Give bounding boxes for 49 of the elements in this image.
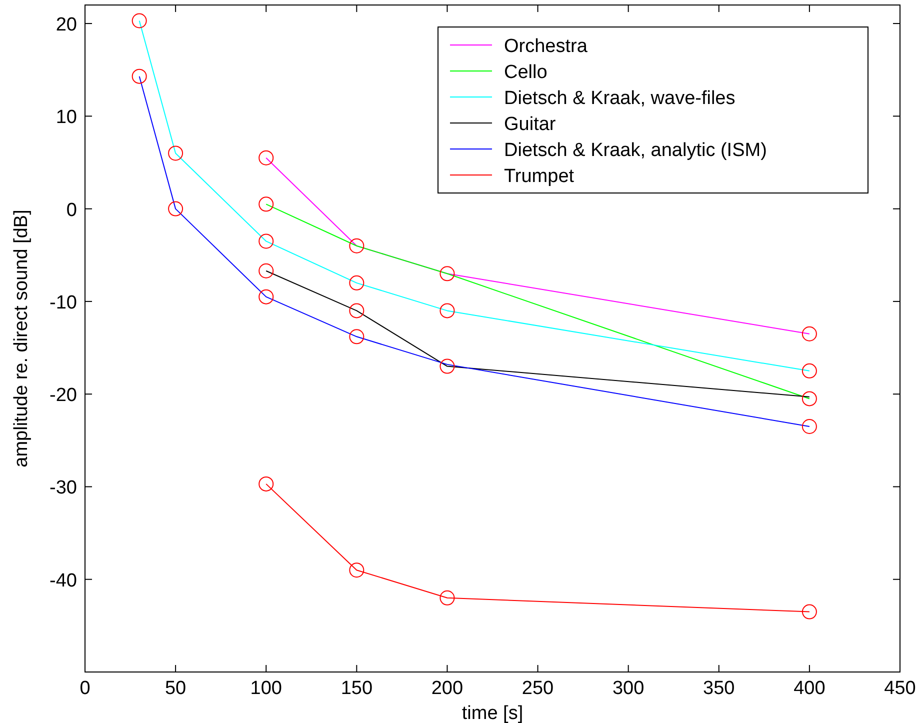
x-tick-label: 200	[431, 678, 464, 699]
y-tick-label: -20	[50, 385, 77, 406]
point	[168, 146, 184, 161]
x-tick-label: 450	[884, 678, 916, 699]
legend-label: Dietsch & Kraak, analytic (ISM)	[504, 140, 767, 161]
point	[168, 201, 184, 216]
point	[440, 303, 455, 318]
point	[440, 358, 455, 374]
legend-label: Dietsch & Kraak, wave-files	[504, 88, 736, 109]
x-tick-label: 300	[612, 678, 644, 699]
point	[440, 266, 455, 282]
y-axis-title: amplitude re. direct sound [dB]	[11, 210, 32, 468]
point	[349, 303, 364, 318]
y-tick-label: 10	[56, 107, 77, 128]
y-tick-label: 20	[56, 14, 77, 36]
point	[802, 604, 817, 620]
x-tick-label: 100	[250, 678, 282, 699]
legend-label: Guitar	[504, 114, 556, 135]
point	[258, 476, 274, 492]
point	[349, 238, 364, 254]
point	[258, 150, 274, 166]
point	[802, 419, 817, 434]
legend-label: Orchestra	[504, 36, 588, 57]
point	[802, 363, 817, 378]
point	[258, 289, 274, 304]
x-axis-title: time [s]	[462, 703, 524, 723]
point	[258, 234, 274, 249]
point	[258, 196, 274, 212]
y-tick-label: -40	[50, 570, 77, 592]
point	[132, 13, 147, 28]
point	[440, 590, 455, 606]
point	[349, 329, 364, 344]
legend-label: Cello	[504, 62, 548, 83]
point	[802, 326, 817, 342]
point	[349, 562, 364, 578]
point	[258, 263, 274, 278]
x-tick-label: 350	[703, 678, 735, 699]
y-tick-label: 0	[66, 200, 77, 221]
legend-label: Trumpet	[504, 166, 575, 187]
x-tick-label: 50	[164, 678, 186, 699]
point	[349, 275, 364, 290]
y-tick-label: -30	[50, 478, 77, 499]
point	[132, 68, 147, 84]
x-tick-label: 150	[340, 678, 373, 699]
x-tick-label: 250	[522, 678, 554, 699]
x-tick-label: 400	[794, 678, 826, 699]
y-tick-label: -10	[50, 292, 77, 314]
x-tick-label: 0	[80, 678, 90, 699]
point	[802, 391, 817, 406]
